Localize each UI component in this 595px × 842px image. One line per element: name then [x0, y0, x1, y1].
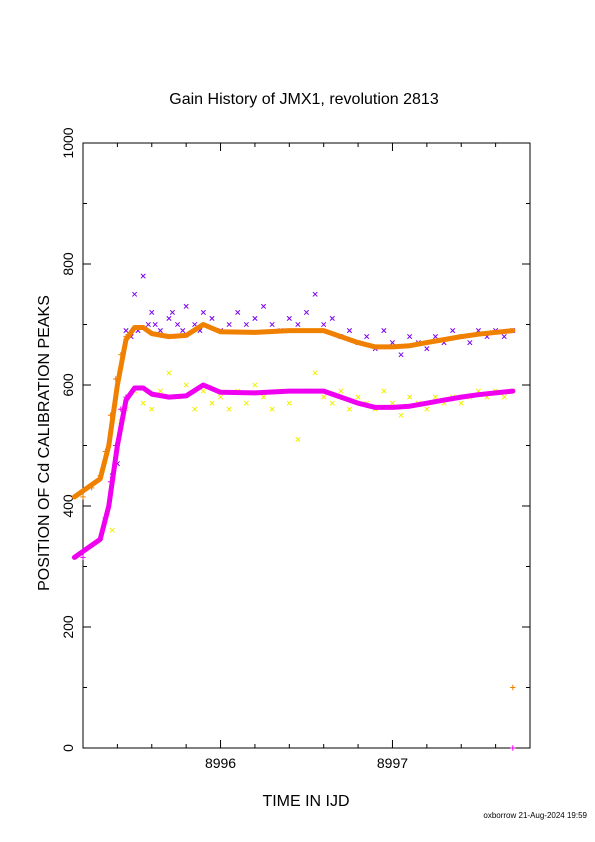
fit-curve-orange: [71, 322, 516, 500]
footer-credit: oxborrow 21-Aug-2024 19:59: [483, 811, 587, 820]
data-point-purple: [321, 321, 327, 328]
data-point-purple: [183, 303, 189, 309]
data-point-yellow: [389, 400, 396, 406]
plot-area: 0 200 400 600 800 1000 8996 8997: [60, 127, 531, 771]
data-point-yellow: [381, 388, 387, 394]
plot-frame: [82, 142, 531, 749]
data-point-purple: [192, 321, 198, 328]
data-point-yellow: [243, 400, 249, 406]
data-point-orange: [510, 684, 516, 691]
chart-title: Gain History of JMX1, revolution 2813: [169, 91, 439, 108]
x-axis-label: TIME IN IJD: [262, 793, 349, 810]
x-tick-label: 8997: [377, 755, 408, 771]
data-point-purple: [149, 309, 155, 315]
data-point-purple: [180, 327, 186, 334]
data-point-yellow: [321, 394, 327, 400]
data-point-yellow: [217, 394, 224, 400]
data-point-yellow: [424, 406, 430, 412]
data-point-purple: [157, 327, 163, 334]
data-point-yellow: [252, 382, 258, 388]
data-point-yellow: [407, 394, 413, 400]
data-point-yellow: [329, 400, 335, 406]
data-point-purple: [312, 291, 318, 297]
y-tick-label: 400: [60, 494, 76, 518]
y-axis-label: POSITION OF Cd CALIBRATION PEAKS: [36, 295, 53, 591]
data-point-purple: [398, 352, 404, 358]
data-point-purple: [243, 321, 249, 328]
data-point-purple: [175, 321, 181, 328]
data-point-yellow: [501, 394, 507, 400]
data-point-purple: [226, 321, 232, 328]
data-point-purple: [166, 315, 172, 322]
data-point-orange: [80, 494, 86, 500]
data-point-purple: [389, 340, 396, 346]
x-tick-label: 8996: [205, 755, 236, 771]
data-point-purple: [432, 334, 438, 340]
y-tick-label: 1000: [60, 127, 76, 158]
data-point-yellow: [192, 406, 198, 412]
data-point-yellow: [398, 412, 404, 418]
data-point-yellow: [432, 394, 438, 400]
data-point-purple: [364, 334, 370, 340]
data-point-yellow: [226, 406, 232, 412]
data-point-yellow: [286, 400, 292, 406]
data-point-yellow: [269, 406, 275, 412]
data-point-yellow: [295, 436, 301, 443]
fit-curve-magenta: [71, 382, 516, 560]
data-point-purple: [286, 315, 292, 322]
data-point-purple: [152, 321, 158, 328]
data-point-purple: [200, 309, 206, 315]
data-point-purple: [346, 327, 353, 334]
data-point-yellow: [149, 406, 155, 412]
data-point-purple: [123, 327, 129, 334]
data-point-yellow: [183, 382, 189, 388]
data-point-yellow: [346, 406, 353, 412]
data-point-yellow: [312, 370, 318, 376]
data-point-purple: [145, 321, 151, 328]
data-point-purple: [132, 291, 138, 297]
data-point-yellow: [166, 370, 172, 376]
data-point-purple: [169, 309, 175, 315]
data-point-purple: [381, 327, 387, 334]
data-point-yellow: [109, 527, 115, 533]
data-point-purple: [260, 303, 267, 309]
data-point-purple: [407, 334, 413, 340]
data-point-purple: [424, 346, 430, 352]
data-point-purple: [329, 315, 335, 322]
y-tick-label: 800: [60, 252, 76, 276]
y-tick-label: 200: [60, 615, 76, 639]
data-point-yellow: [458, 400, 464, 406]
data-point-purple: [269, 321, 275, 328]
data-point-yellow: [140, 400, 146, 406]
data-point-yellow: [355, 394, 361, 400]
data-point-purple: [140, 273, 146, 279]
y-tick-label: 600: [60, 373, 76, 397]
data-point-yellow: [338, 388, 344, 394]
data-point-yellow: [157, 388, 163, 394]
data-point-purple: [209, 315, 215, 322]
data-point-purple: [501, 334, 507, 340]
data-point-purple: [303, 309, 310, 315]
data-point-magenta: [510, 745, 516, 751]
data-point-purple: [295, 321, 301, 328]
data-point-purple: [467, 340, 473, 346]
data-point-purple: [450, 327, 456, 334]
data-point-yellow: [209, 400, 215, 406]
data-point-magenta: [80, 554, 86, 561]
data-point-purple: [235, 309, 241, 315]
data-point-purple: [252, 315, 258, 322]
data-point-yellow: [260, 394, 267, 400]
y-tick-label: 0: [60, 744, 76, 752]
data-point-yellow: [200, 388, 206, 394]
